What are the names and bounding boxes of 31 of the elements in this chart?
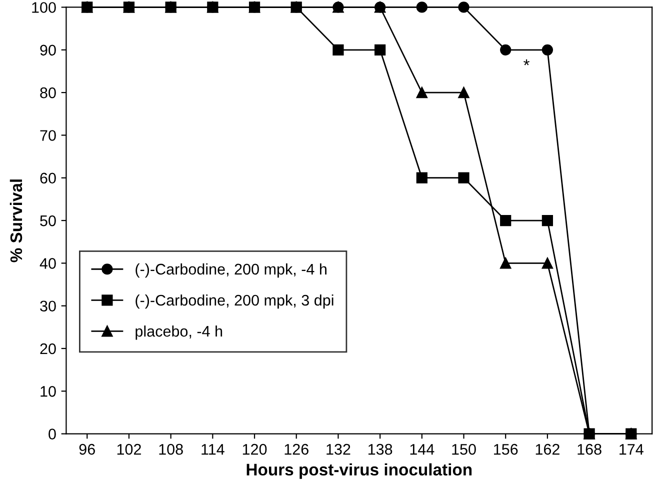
x-axis-title: Hours post-virus inoculation — [246, 463, 472, 479]
x-tick-label: 114 — [202, 444, 224, 455]
y-tick-label: 100 — [32, 2, 56, 13]
x-tick-label: 174 — [620, 444, 644, 455]
y-tick-label: 70 — [40, 130, 56, 141]
y-tick-label: 50 — [40, 215, 56, 226]
x-tick-label: 138 — [368, 444, 392, 455]
legend-label: (-)-Carbodine, 200 mpk, 3 dpi — [136, 294, 334, 309]
x-tick-label: 102 — [117, 444, 141, 455]
x-tick-label: 132 — [326, 444, 350, 455]
x-tick-label: 150 — [452, 444, 476, 455]
y-tick-label: 90 — [40, 44, 56, 56]
x-tick-label: 144 — [410, 444, 434, 455]
x-tick-label: 168 — [578, 444, 602, 455]
y-tick-label: 60 — [40, 172, 56, 184]
y-tick-label: 10 — [40, 386, 56, 397]
legend-label: (-)-Carbodine, 200 mpk, -4 h — [136, 263, 326, 278]
y-tick-label: 30 — [40, 300, 56, 312]
annotation: * — [524, 59, 530, 66]
x-tick-label: 162 — [536, 444, 560, 455]
x-tick-label: 156 — [494, 444, 518, 455]
x-tick-label: 120 — [242, 444, 267, 455]
x-tick-label: 108 — [159, 444, 183, 455]
y-tick-label: 20 — [40, 343, 56, 354]
y-tick-label: 80 — [40, 87, 56, 98]
y-tick-label: 0 — [48, 428, 56, 440]
x-tick-label: 126 — [284, 444, 308, 455]
y-tick-label: 40 — [40, 258, 56, 269]
x-tick-label: 96 — [79, 444, 95, 455]
legend-label: placebo, -4 h — [136, 325, 222, 340]
y-axis-title: % Survival — [10, 180, 22, 262]
